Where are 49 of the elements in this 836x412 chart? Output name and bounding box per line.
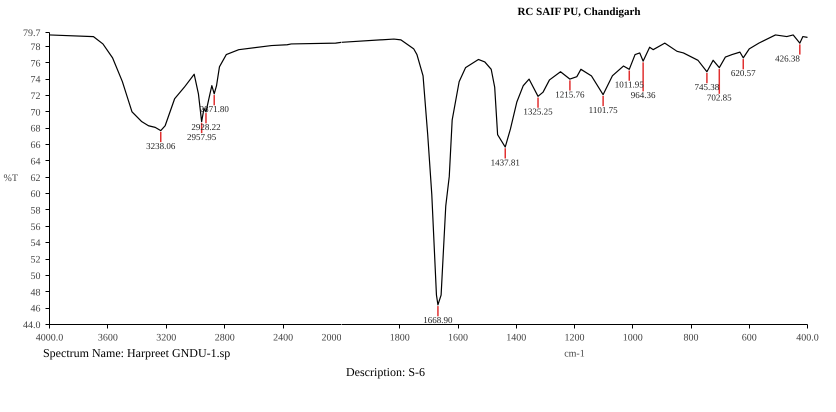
- x-tick-label: 4000.0: [36, 332, 64, 344]
- x-tick-label: 800: [684, 332, 698, 344]
- annotation: 620.57: [730, 68, 756, 78]
- x-tick-label: 2800: [214, 332, 235, 344]
- x-tick-label: 1600: [448, 332, 468, 344]
- y-tick-label: 52: [30, 254, 40, 266]
- annotation: 1101.75: [588, 104, 618, 115]
- annotation: 1215.76: [555, 89, 586, 100]
- annotation: 1325.25: [523, 106, 554, 117]
- y-tick-label: 74: [30, 74, 40, 86]
- annotation: 1437.81: [490, 157, 520, 168]
- annotation: 702.85: [706, 92, 732, 103]
- y-tick-label: 44.0: [23, 320, 40, 331]
- x-tick-label: 600: [742, 332, 757, 344]
- y-tick-label: 46: [30, 304, 40, 315]
- annotation: 1668.90: [423, 315, 454, 326]
- x-tick-label: 2400: [273, 332, 294, 344]
- x-tick-label: 2000: [322, 332, 342, 344]
- x-tick-label: 1400: [506, 332, 526, 344]
- x-tick-label: 1800: [390, 332, 410, 344]
- text: Description: S-6: [346, 364, 425, 381]
- y-tick-label: 72: [30, 90, 40, 102]
- x-tick-label: 1200: [564, 332, 584, 344]
- y-tick-label: 56: [30, 222, 40, 233]
- y-tick-label: 76: [30, 58, 40, 70]
- x-tick-label: 400.0: [796, 332, 819, 344]
- x-tick-label: 3200: [156, 332, 176, 344]
- x-axis-title: cm-1: [564, 348, 585, 360]
- y-tick-label: 66: [30, 140, 40, 152]
- y-tick-label: 60: [30, 189, 40, 200]
- y-tick-label: 54: [30, 238, 40, 250]
- y-tick-label: 64: [30, 156, 40, 168]
- annotation: 3238.06: [146, 140, 176, 151]
- y-axis-title: %T: [4, 173, 18, 184]
- annotation: 426.38: [775, 53, 800, 64]
- chart-title: RC SAIF PU, Chandigarh: [517, 5, 641, 20]
- y-tick-label: 78: [30, 42, 40, 53]
- x-tick-label: 1000: [622, 332, 643, 344]
- y-tick-label: 79.7: [23, 28, 40, 39]
- text: Spectrum Name: Harpreet GNDU-1.sp: [43, 345, 230, 362]
- y-tick-label: 50: [30, 270, 40, 282]
- annotation: 964.36: [630, 90, 656, 100]
- y-tick-label: 62: [30, 172, 40, 184]
- y-tick-label: 70: [30, 107, 40, 118]
- x-tick-label: 3600: [98, 332, 118, 344]
- annotation: 2957.95: [187, 132, 217, 142]
- y-tick-label: 68: [30, 124, 40, 135]
- y-tick-label: 58: [30, 205, 40, 216]
- y-tick-label: 48: [30, 287, 40, 298]
